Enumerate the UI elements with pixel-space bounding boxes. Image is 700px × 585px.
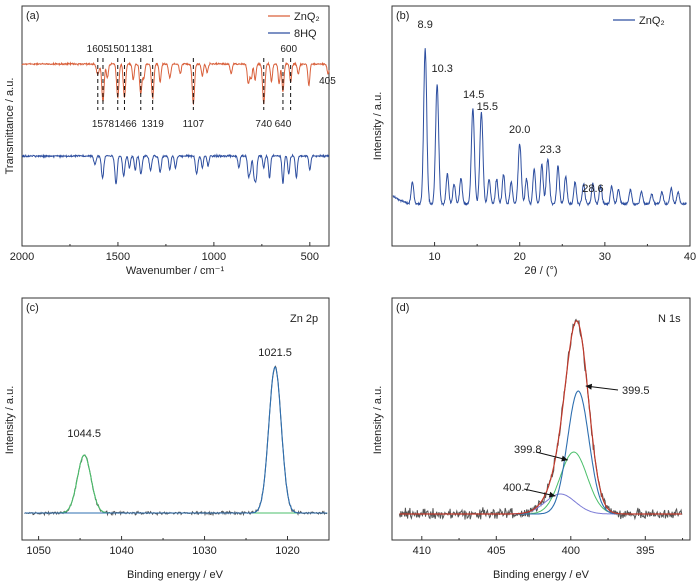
- panel-a-frame: [21, 5, 330, 247]
- zn2p-fit-2p3-line: [24, 366, 328, 514]
- panel-c-label: (c): [26, 302, 39, 314]
- panel-b-legend: ZnQ₂: [613, 15, 665, 27]
- panel-a-xtick-label-2000: 2000: [10, 251, 34, 263]
- panel-b-peak-label-8.9: 8.9: [418, 19, 433, 31]
- panel-b-ylabel: Intensity / a.u.: [372, 92, 384, 160]
- panel-a-peak-label-1578: 1578: [92, 119, 115, 130]
- panel-a-peak-label-600: 600: [280, 44, 297, 55]
- panel-d-frame: [391, 297, 691, 541]
- panel-a-peak-label-1605: 1605: [87, 44, 110, 55]
- panel-a-peak-label-740: 740: [255, 119, 272, 130]
- znq2-spectrum-line: [21, 61, 330, 106]
- panel-a-peak-label-1381: 1381: [131, 44, 154, 55]
- panel-c-xtick-label-1050: 1050: [26, 545, 50, 557]
- panel-a-xtick-label-500: 500: [301, 251, 319, 263]
- panel-c-xtick-label-1030: 1030: [192, 545, 216, 557]
- panel-b-peak-label-10.3: 10.3: [432, 63, 453, 75]
- panel-d-peak-label-400.7: 400.7: [503, 482, 531, 494]
- panel-b-xtick-label-30: 30: [599, 251, 611, 263]
- panel-c-title: Zn 2p: [290, 313, 318, 325]
- panel-c-ylabel: Intensity / a.u.: [4, 386, 16, 454]
- panel-b-frame: [391, 5, 691, 247]
- panel-d-xtick-label-395: 395: [636, 545, 654, 557]
- panel-b-peak-label-14.5: 14.5: [463, 89, 484, 101]
- panel-a-label: (a): [26, 10, 39, 22]
- n1s-fit-envelope-line: [399, 320, 682, 515]
- n1s-raw-spectrum: [398, 318, 683, 521]
- legend-label-8hq: 8HQ: [294, 28, 317, 40]
- zn2p-raw-spectrum: [24, 365, 328, 517]
- panel-d-xtick-label-400: 400: [562, 545, 580, 557]
- panel-b-xtick-label-40: 40: [684, 251, 696, 263]
- panel-d-xlabel: Binding energy / eV: [493, 569, 590, 581]
- panel-a-peak-label-1501: 1501: [108, 44, 131, 55]
- panel-d-peak-label-399.5: 399.5: [622, 385, 650, 397]
- panel-a-peak-label-1319: 1319: [142, 119, 165, 130]
- panel-d-peak-label-399.8: 399.8: [514, 444, 542, 456]
- legend-label-xrd: ZnQ₂: [639, 15, 665, 27]
- panel-b-xlabel: 2θ / (°): [524, 265, 557, 277]
- panel-a-peak-label-1107: 1107: [183, 119, 205, 130]
- panel-c-xps-zn: (c) Zn 2p Intensity / a.u. Binding energ…: [4, 297, 330, 581]
- panel-b-label: (b): [396, 10, 409, 22]
- panel-c-peak-label-1021.5: 1021.5: [258, 347, 292, 359]
- panel-d-xps-n: (d) N 1s Intensity / a.u. Binding energy…: [372, 297, 691, 581]
- panel-b-xrd: (b) Intensity / a.u. 2θ / (°) ZnQ₂ 10 20 3…: [372, 5, 696, 277]
- panel-a-xtick-label-1500: 1500: [106, 251, 130, 263]
- panel-d-title: N 1s: [658, 313, 681, 325]
- panel-d-arrowhead-399.5: [585, 383, 593, 390]
- panel-a-ylabel: Transmittance / a.u.: [4, 78, 16, 175]
- panel-c-frame: [21, 297, 330, 541]
- panel-d-xtick-label-410: 410: [413, 545, 431, 557]
- panel-b-xtick-label-20: 20: [514, 251, 526, 263]
- panel-c-xtick-label-1020: 1020: [275, 545, 299, 557]
- panel-a-xlabel: Wavenumber / cm⁻¹: [126, 265, 225, 277]
- panel-a-ftir: (a) Transmittance / a.u. Wavenumber / cm…: [4, 5, 336, 277]
- panel-b-peak-label-23.3: 23.3: [540, 144, 561, 156]
- xrd-pattern-line: [392, 48, 687, 207]
- legend-label-znq2: ZnQ₂: [294, 11, 320, 23]
- hq8-spectrum-line: [21, 153, 330, 185]
- panel-b-peak-label-15.5: 15.5: [477, 101, 498, 113]
- panel-d-arrowhead-400.7: [548, 491, 556, 498]
- panel-b-xtick-label-10: 10: [428, 251, 440, 263]
- panel-a-xtick-label-1000: 1000: [202, 251, 226, 263]
- panel-a-peak-label-405: 405: [319, 76, 336, 87]
- panel-c-xlabel: Binding energy / eV: [127, 569, 224, 581]
- panel-a-legend: ZnQ₂ 8HQ: [268, 11, 320, 40]
- panel-d-label: (d): [396, 302, 409, 314]
- zn2p-fit-2p1-line: [24, 454, 328, 514]
- panel-a-peak-label-1466: 1466: [114, 119, 137, 130]
- panel-b-peak-label-20.0: 20.0: [509, 124, 530, 136]
- panel-c-peak-label-1044.5: 1044.5: [67, 428, 101, 440]
- panel-c-xtick-label-1040: 1040: [109, 545, 133, 557]
- panel-d-ylabel: Intensity / a.u.: [372, 386, 384, 454]
- panel-d-xtick-label-405: 405: [487, 545, 505, 557]
- panel-b-peak-label-28.6: 28.6: [582, 183, 603, 195]
- panel-d-arrowhead-399.8: [561, 455, 568, 462]
- panel-a-peak-label-640: 640: [275, 119, 292, 130]
